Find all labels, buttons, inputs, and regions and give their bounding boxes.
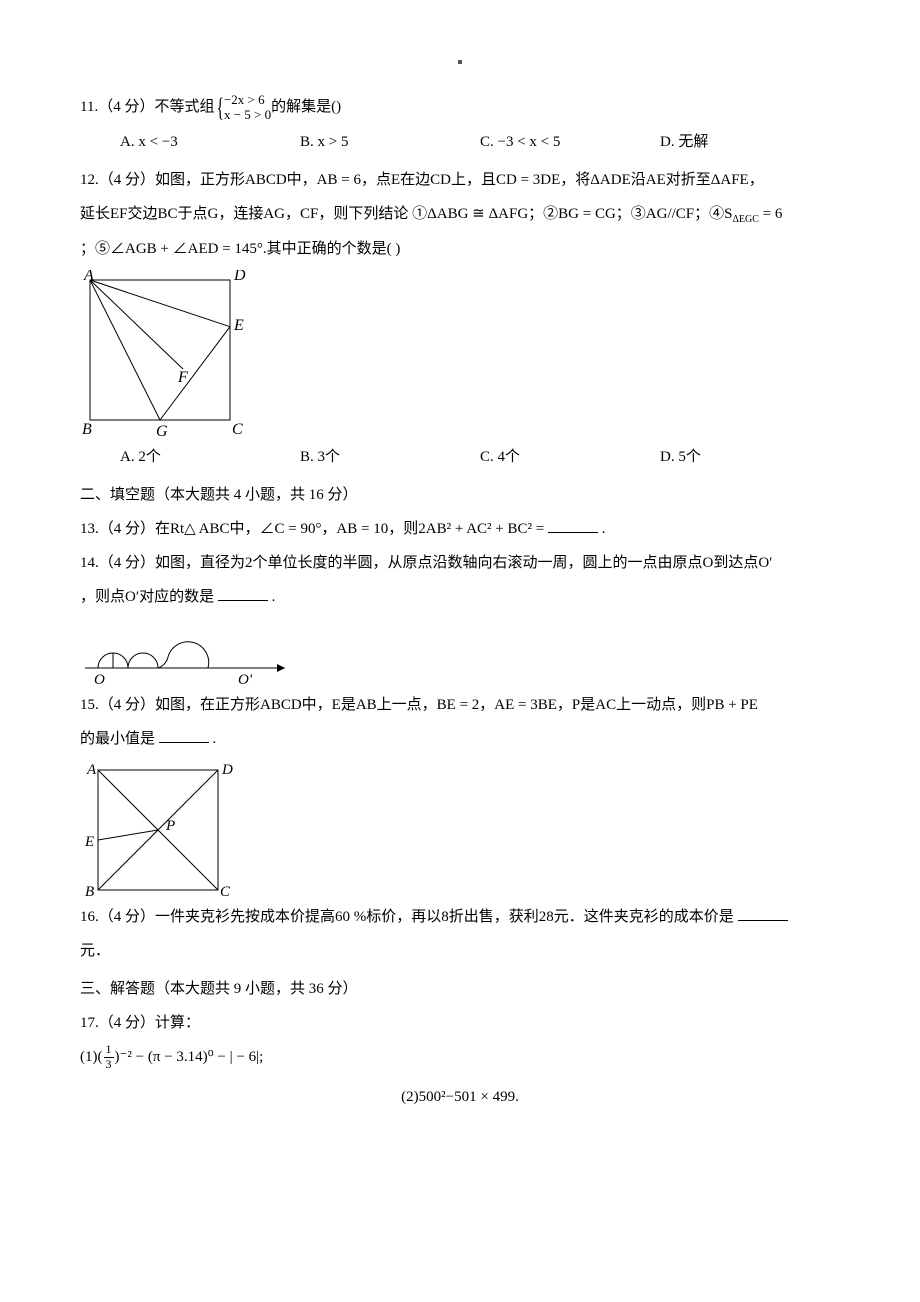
question-11: 11.（4 分）不等式组{ −2x > 6 x − 5 > 0 的解集是() [80, 92, 840, 123]
q15-label-A: A [86, 762, 97, 778]
q15-label-D: D [221, 762, 233, 778]
q15-label-E: E [84, 834, 94, 850]
q11-choice-c: C. −3 < x < 5 [480, 127, 660, 157]
q15-svg: A D E P B C [80, 760, 240, 900]
question-17-expr2: (2)500²−501 × 499. [80, 1082, 840, 1112]
q15-line2-b: . [213, 731, 217, 747]
q11-choices: A. x < −3 B. x > 5 C. −3 < x < 5 D. 无解 [120, 127, 840, 157]
q14-line2-a: ，则点Oʹ对应的数是 [80, 589, 214, 605]
question-12-line1: 12.（4 分）如图，正方形ABCD中，AB = 6，点E在边CD上，且CD =… [80, 165, 840, 195]
q12-svg: A D E F B G C [80, 270, 250, 440]
q11-choice-a: A. x < −3 [120, 127, 300, 157]
q14-label-Oprime: Oʹ [238, 672, 253, 688]
q12-label-B: B [82, 421, 92, 438]
question-12-line2: 延长EF交边BC于点G，连接AG，CF，则下列结论 ①ΔABG ≅ ΔAFG；②… [80, 199, 840, 230]
question-12-line3: ；⑤∠AGB + ∠AED = 145°.其中正确的个数是( ) [80, 234, 840, 264]
section-3-heading: 三、解答题（本大题共 9 小题，共 36 分） [80, 974, 840, 1004]
q13-blank [548, 517, 598, 533]
question-17-head: 17.（4 分）计算： [80, 1008, 840, 1038]
q15-label-C: C [220, 884, 231, 900]
q12-choice-b: B. 3个 [300, 442, 480, 472]
q11-choice-d: D. 无解 [660, 127, 840, 157]
q14-svg: O Oʹ [80, 618, 300, 688]
q14-figure: O Oʹ [80, 618, 840, 688]
question-16: 16.（4 分）一件夹克衫先按成本价提高60 %标价，再以8折出售，获利28元．… [80, 902, 840, 932]
q12-label-C: C [232, 421, 243, 438]
question-17-expr1: (1)(13)⁻² − (π − 3.14)⁰ − | − 6|; [80, 1042, 840, 1072]
q12-label-E: E [233, 317, 244, 334]
q16-text-a: 16.（4 分）一件夹克衫先按成本价提高60 %标价，再以8折出售，获利28元．… [80, 909, 738, 925]
q11-choice-b: B. x > 5 [300, 127, 480, 157]
q17-frac-den: 3 [104, 1058, 114, 1071]
question-14-line1: 14.（4 分）如图，直径为2个单位长度的半圆，从原点沿数轴向右滚动一周，圆上的… [80, 548, 840, 578]
q17-expr1-b: )⁻² − (π − 3.14)⁰ − | − 6|; [115, 1049, 264, 1065]
q15-figure: A D E P B C [80, 760, 840, 900]
q15-blank [159, 727, 209, 743]
q12-choice-d: D. 5个 [660, 442, 840, 472]
q12-label-D: D [233, 270, 246, 284]
q12-choice-a: A. 2个 [120, 442, 300, 472]
q11-system: −2x > 6 x − 5 > 0 [224, 93, 271, 123]
q14-line2-b: . [272, 589, 276, 605]
question-13: 13.（4 分）在Rt△ ABC中，∠C = 90°，AB = 10，则2AB²… [80, 514, 840, 544]
q17-frac: 13 [104, 1043, 114, 1070]
q17-expr1-a: (1)( [80, 1049, 103, 1065]
q12-choices: A. 2个 B. 3个 C. 4个 D. 5个 [120, 442, 840, 472]
q12-line2-sub: ΔEGC [732, 214, 758, 225]
q17-frac-num: 1 [104, 1043, 114, 1057]
q15-label-B: B [85, 884, 94, 900]
q12-figure: A D E F B G C [80, 270, 840, 440]
section-2-heading: 二、填空题（本大题共 4 小题，共 16 分） [80, 480, 840, 510]
q12-label-A: A [83, 270, 94, 284]
question-15-line2: 的最小值是 . [80, 724, 840, 754]
q15-line2-a: 的最小值是 [80, 731, 155, 747]
page-header-dot [458, 60, 462, 64]
q15-label-P: P [165, 818, 175, 834]
q13-text-a: 13.（4 分）在Rt△ ABC中，∠C = 90°，AB = 10，则2AB²… [80, 521, 544, 537]
question-14-line2: ，则点Oʹ对应的数是 . [80, 582, 840, 612]
question-16b: 元． [80, 936, 840, 966]
q14-label-O: O [94, 672, 105, 688]
q11-suffix: 的解集是() [271, 99, 341, 115]
q12-choice-c: C. 4个 [480, 442, 660, 472]
q11-ineq-top: −2x > 6 [224, 93, 271, 108]
q13-text-b: . [602, 521, 606, 537]
q12-label-G: G [156, 423, 168, 440]
q14-blank [218, 585, 268, 601]
q12-line2-text: 延长EF交边BC于点G，连接AG，CF，则下列结论 ①ΔABG ≅ ΔAFG；②… [80, 206, 732, 222]
q12-line2-end: = 6 [759, 206, 782, 222]
q16-blank [738, 905, 788, 921]
q12-label-F: F [177, 369, 188, 386]
q11-ineq-bot: x − 5 > 0 [224, 108, 271, 123]
question-15-line1: 15.（4 分）如图，在正方形ABCD中，E是AB上一点，BE = 2，AE =… [80, 690, 840, 720]
q11-brace: { [217, 96, 224, 119]
q11-prefix: 11.（4 分）不等式组 [80, 99, 214, 115]
